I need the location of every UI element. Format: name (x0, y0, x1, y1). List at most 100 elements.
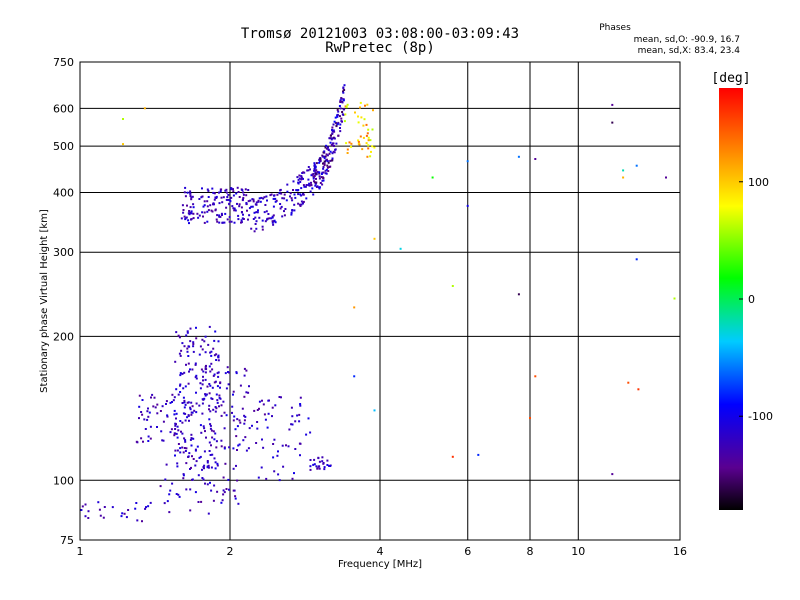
data-point (318, 187, 321, 190)
data-point (477, 453, 480, 456)
tick-labels: 1 2 4 6 8 10 16 75 100 200 300 400 500 600 750 (53, 56, 687, 558)
data-point (256, 427, 259, 430)
data-point (221, 499, 224, 502)
data-point (315, 169, 318, 172)
data-point (183, 437, 186, 440)
data-point (328, 152, 331, 155)
data-point (212, 374, 215, 377)
data-point (244, 415, 247, 418)
data-point (203, 211, 206, 214)
data-point (222, 489, 225, 492)
data-point (192, 343, 195, 345)
data-point (323, 466, 326, 469)
data-point (248, 214, 251, 217)
data-point (166, 414, 169, 417)
data-point (136, 519, 139, 522)
data-point (226, 196, 229, 198)
data-point (334, 148, 337, 151)
data-point (240, 211, 243, 214)
data-point (186, 330, 189, 333)
data-point (138, 417, 140, 420)
data-point (220, 212, 223, 215)
data-point (183, 401, 186, 404)
data-point (189, 468, 191, 470)
data-point (190, 444, 193, 447)
data-point (265, 195, 268, 198)
data-point (166, 500, 169, 503)
data-point (181, 402, 184, 404)
data-point (189, 206, 192, 209)
data-point (357, 121, 360, 124)
data-point (224, 372, 227, 375)
data-point (209, 384, 212, 387)
y-tick-label: 200 (53, 330, 74, 343)
data-point (241, 407, 244, 410)
data-point (195, 377, 198, 380)
data-point (173, 434, 176, 437)
data-point (216, 220, 219, 223)
data-point (153, 396, 156, 399)
data-point (341, 111, 344, 113)
data-point (220, 414, 223, 417)
data-point (318, 177, 321, 180)
data-point (318, 460, 321, 463)
data-point (239, 421, 242, 424)
data-point (159, 410, 162, 412)
data-point (210, 350, 213, 353)
data-point (243, 395, 246, 398)
data-point (318, 161, 321, 164)
data-point (192, 217, 195, 220)
data-point (271, 220, 274, 223)
data-point (290, 213, 293, 216)
data-point (242, 213, 244, 216)
data-point (327, 161, 330, 164)
data-point (303, 185, 306, 188)
data-point (216, 464, 219, 467)
data-point (310, 174, 313, 177)
data-point (290, 423, 293, 426)
data-point (313, 163, 316, 166)
data-point (214, 461, 217, 464)
data-point (217, 375, 220, 378)
data-point (247, 200, 250, 203)
data-point (206, 483, 209, 486)
data-point (186, 331, 189, 334)
data-point (330, 134, 332, 137)
data-point (297, 181, 300, 184)
data-point (178, 336, 181, 339)
data-point (323, 150, 326, 153)
data-point (177, 443, 180, 445)
data-point (343, 108, 346, 111)
data-point (178, 352, 181, 355)
data-point (529, 417, 531, 419)
data-point (431, 176, 434, 179)
data-point (232, 194, 235, 197)
data-point (299, 454, 301, 457)
data-point (317, 465, 320, 468)
data-point (220, 188, 223, 191)
data-point (367, 139, 370, 142)
data-point (182, 477, 185, 480)
data-point (190, 196, 193, 199)
data-point (184, 419, 187, 422)
data-point (222, 196, 225, 199)
data-point (201, 338, 204, 341)
data-point (174, 424, 177, 427)
data-point (182, 412, 185, 415)
data-point (245, 194, 248, 197)
data-point (258, 197, 261, 200)
data-point (190, 212, 193, 215)
data-point (373, 409, 376, 412)
data-point (238, 205, 241, 208)
data-point (309, 459, 312, 461)
data-point (171, 401, 173, 403)
data-point (87, 510, 90, 513)
data-point (665, 176, 667, 179)
data-point (223, 221, 226, 224)
data-point (200, 500, 203, 503)
data-point (302, 184, 305, 187)
data-point (186, 401, 189, 404)
data-point (307, 169, 310, 172)
data-point (331, 137, 334, 140)
data-point (258, 407, 260, 410)
